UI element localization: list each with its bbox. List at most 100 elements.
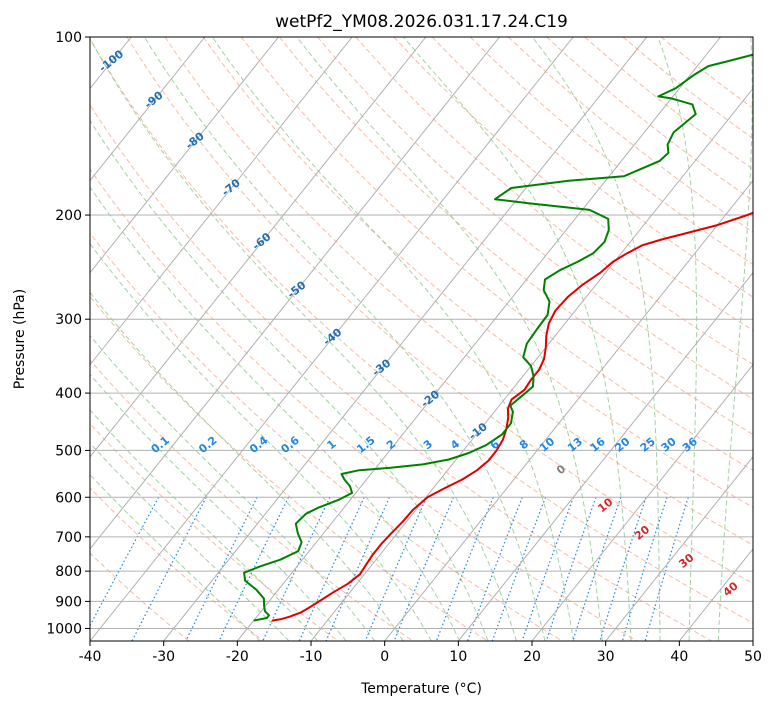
x-tick-label: 0 [380,649,389,665]
moist-adiabat-line [90,409,319,641]
y-tick-label: 1000 [46,621,82,637]
grid-lines [90,37,753,641]
isotherm-line [163,37,648,641]
isotherm-line [90,37,206,182]
isotherm-line [457,271,753,641]
dry-adiabat-line [90,232,563,641]
isotherm-line [90,37,279,274]
dry-adiabat-line [546,37,753,202]
temperature-label: 30 [676,551,696,571]
mixing-ratio-label: 20 [612,435,632,455]
y-tick-label: 500 [55,443,82,459]
dry-adiabat-line [90,38,753,624]
dry-adiabat-line [90,104,712,641]
mixing-ratio-line [572,497,622,641]
mixing-ratio-label: 0.4 [247,433,271,456]
mixing-ratio-line [298,497,365,641]
dry-adiabat-line [508,37,753,233]
x-tick-label: 20 [523,649,541,665]
dry-adiabat-line [279,37,753,436]
mixing-ratio-line [364,497,427,641]
dry-adiabat-line [90,552,190,641]
mixing-ratio-line [131,497,207,641]
isotherm-label: -40 [321,325,345,348]
temperature-label: 10 [595,495,615,515]
y-axis-label: Pressure (hPa) [12,289,28,389]
mixing-ratio-line [262,497,331,641]
moist-adiabat-line [90,442,290,641]
moist-adiabat-line [211,37,575,641]
y-tick-label: 300 [55,312,82,328]
isotherm-line [752,640,753,641]
isotherm-label: -70 [219,176,243,199]
dry-adiabat-line [431,37,753,298]
moist-adiabat-line [90,37,517,641]
moist-adiabat-line [296,37,603,641]
isotherm-label: -30 [370,356,394,379]
moist-adiabat-line [90,291,404,641]
mixing-ratio-label: 30 [659,435,679,455]
temperature-label: 20 [632,523,652,543]
dry-adiabat-line [126,37,753,585]
isotherm-line [236,37,721,641]
y-tick-label: 900 [55,594,82,610]
dewpoint-line [243,53,753,622]
temperature-line [271,211,753,622]
moist-adiabat-line [90,373,347,641]
isotherm-line [90,37,427,458]
isotherm-line [90,37,500,550]
moist-adiabat-line [90,334,376,641]
mixing-ratio-line [466,497,523,641]
moist-adiabat-line [90,186,461,641]
x-tick-label: -30 [152,649,175,665]
dry-adiabat-line [202,37,753,508]
isotherm-line [90,37,353,366]
isotherm-label: -20 [418,387,442,410]
isotherm-line [310,87,753,641]
mixing-ratio-line [491,497,547,641]
moist-adiabat-line [657,37,698,641]
mixing-ratio-label: 1.5 [354,434,377,456]
y-tick-label: 200 [55,208,82,224]
x-tick-label: -10 [300,649,323,665]
temperature-label: 40 [721,579,741,599]
moist-adiabat-line [143,37,546,641]
x-tick-label: -40 [79,649,102,665]
y-tick-label: 600 [55,490,82,506]
profile-lines [243,53,753,622]
y-tick-label: 800 [55,564,82,580]
isotherm-line [90,37,574,641]
moist-adiabat-line [90,473,261,641]
isotherm-label: -90 [142,88,166,111]
isotherm-line [531,363,753,641]
isotherm-label: -80 [183,129,207,152]
chart-title: wetPf2_YM08.2026.031.17.24.C19 [275,12,568,32]
plot-frame [89,36,754,642]
isotherm-line [384,179,753,641]
isotherm-line [678,548,753,641]
mixing-ratio-line [393,497,455,641]
x-tick-label: 30 [597,649,615,665]
moist-adiabat-line [90,119,489,641]
moist-adiabat-line [717,37,753,641]
x-tick-label: 40 [670,649,688,665]
x-tick-label: -20 [226,649,249,665]
isotherm-line [605,456,753,641]
dry-adiabat-line [240,37,753,472]
moist-adiabat-line [90,242,432,641]
dry-adiabat-line [164,37,753,546]
mixing-ratio-line [435,497,494,641]
mixing-ratio-line [325,497,391,641]
y-tick-label: 400 [55,386,82,402]
moist-adiabat-line [531,37,661,641]
mixing-ratio-label: 16 [588,435,608,455]
mixing-ratio-line [521,497,574,641]
background-lines [90,37,753,641]
dry-adiabat-line [393,37,753,332]
mixing-ratio-label: 0.1 [149,434,172,456]
mixing-ratio-line [545,497,597,641]
mixing-ratio-line [644,497,689,641]
isotherm-label: -60 [250,230,274,253]
axes: -40 -30 -20 -10 0 10 20 30 40 5010020030040050060… [46,30,762,665]
